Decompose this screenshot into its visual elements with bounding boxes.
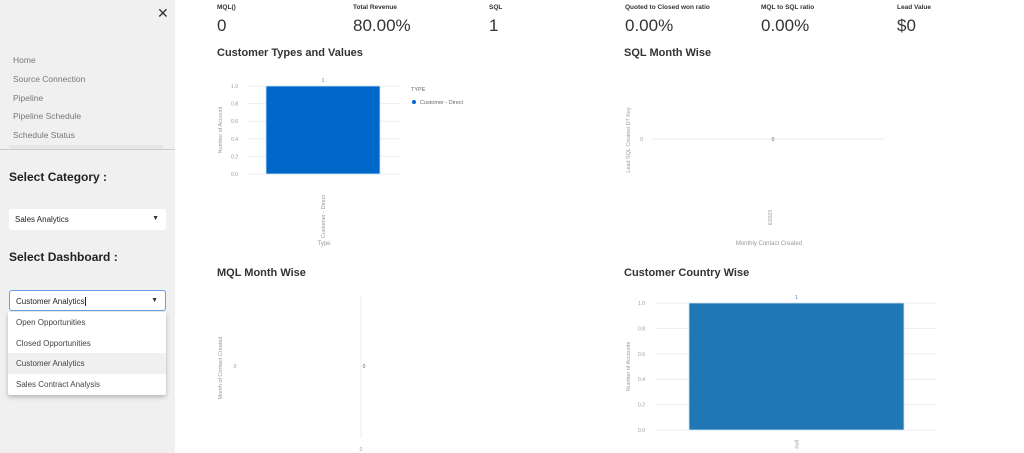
x-tick-label: Customer - Direct <box>321 195 327 239</box>
legend-marker <box>412 100 416 104</box>
bar <box>265 85 381 175</box>
legend-title: TYPE <box>411 87 426 93</box>
nav-schedule-status[interactable]: Schedule Status <box>13 130 75 140</box>
data-label: 0 <box>772 137 775 143</box>
chart-title: SQL Month Wise <box>624 47 712 59</box>
y-tick-label: 0.8 <box>638 326 645 332</box>
y-tick-label: 0.6 <box>638 352 645 358</box>
y-axis-label: Lead SQL Created DT Key <box>626 107 632 173</box>
nav-pipeline[interactable]: Pipeline <box>13 93 44 103</box>
close-sidebar-icon[interactable]: ✕ <box>157 5 169 21</box>
y-tick-label: 0.4 <box>231 137 238 143</box>
y-tick-label: 0.8 <box>231 102 238 108</box>
dashboard-value: Customer Analytics <box>16 297 85 306</box>
y-axis-label: Number of Accounts <box>626 341 632 391</box>
kpi-label: Quoted to Closed won ratio <box>625 4 710 11</box>
nav-pipeline-schedule[interactable]: Pipeline Schedule <box>13 111 82 121</box>
y-axis-label: Month of Contact Created <box>218 337 224 400</box>
x-tick-label: 0 <box>360 447 363 453</box>
nav-home[interactable]: Home <box>13 55 36 65</box>
divider <box>0 149 175 150</box>
kpi-label: SQL <box>489 4 503 11</box>
option-closed-opportunities[interactable]: Closed Opportunities <box>16 338 91 348</box>
dashboard-dropdown-menu: Open Opportunities Closed Opportunities … <box>8 312 166 395</box>
legend-label: Customer - Direct <box>420 100 464 106</box>
chevron-down-icon: ▼ <box>152 215 159 222</box>
kpi-value: 0.00% <box>761 16 810 35</box>
option-open-opportunities[interactable]: Open Opportunities <box>16 318 86 327</box>
kpi-label: MQL() <box>217 4 236 11</box>
kpi-value: 0 <box>217 16 227 35</box>
y-axis-label: Number of Account <box>218 106 224 153</box>
x-tick-label: 6/2023 <box>768 210 774 226</box>
y-tick-label: 1.0 <box>231 84 238 90</box>
sidebar: ✕ Home Source Connection Pipeline Pipeli… <box>0 0 175 453</box>
y-tick-label: 0.0 <box>231 172 238 178</box>
kpi-value: 0.00% <box>625 16 674 35</box>
y-tick-label: 0.6 <box>231 119 238 125</box>
kpi-value: 80.00% <box>353 16 411 35</box>
nav-scroll-edge <box>9 145 163 149</box>
kpi-label: Total Revenue <box>353 4 397 11</box>
select-dashboard-label: Select Dashboard : <box>9 250 118 264</box>
bar <box>688 302 905 431</box>
kpi-value: $0 <box>897 16 916 35</box>
y-tick-label: 0 <box>640 137 643 143</box>
dashboard-select[interactable]: Customer Analytics ▼ <box>9 290 166 311</box>
y-tick-label: 1.0 <box>638 301 645 307</box>
chart-title: Customer Types and Values <box>217 47 363 59</box>
option-sales-contract-analysis[interactable]: Sales Contract Analysis <box>16 379 101 389</box>
category-value: Sales Analytics <box>15 215 69 224</box>
nav-source-connection[interactable]: Source Connection <box>13 74 86 84</box>
kpi-value: 1 <box>489 16 499 35</box>
y-tick-label: 0 <box>234 364 237 370</box>
kpi-label: MQL to SQL ratio <box>761 4 815 11</box>
kpi-label: Lead Value <box>897 4 931 11</box>
chart-title: Customer Country Wise <box>624 267 750 279</box>
x-axis-label: Type <box>317 241 331 247</box>
data-label: 1 <box>322 78 325 84</box>
data-label: 1 <box>795 295 798 301</box>
category-select[interactable]: Sales Analytics ▼ <box>9 209 166 230</box>
y-tick-label: 0.0 <box>638 428 645 434</box>
x-tick-label: null <box>795 440 801 449</box>
data-label: 0 <box>363 364 366 370</box>
y-tick-label: 0.2 <box>231 154 238 160</box>
chart-title: MQL Month Wise <box>217 267 306 279</box>
chevron-down-icon: ▼ <box>151 297 158 304</box>
x-axis-label: Monthly Contact Created <box>736 241 802 247</box>
y-tick-label: 0.2 <box>638 403 645 409</box>
option-customer-analytics[interactable]: Customer Analytics <box>8 353 166 374</box>
select-category-label: Select Category : <box>9 170 108 184</box>
y-tick-label: 0.4 <box>638 377 645 383</box>
